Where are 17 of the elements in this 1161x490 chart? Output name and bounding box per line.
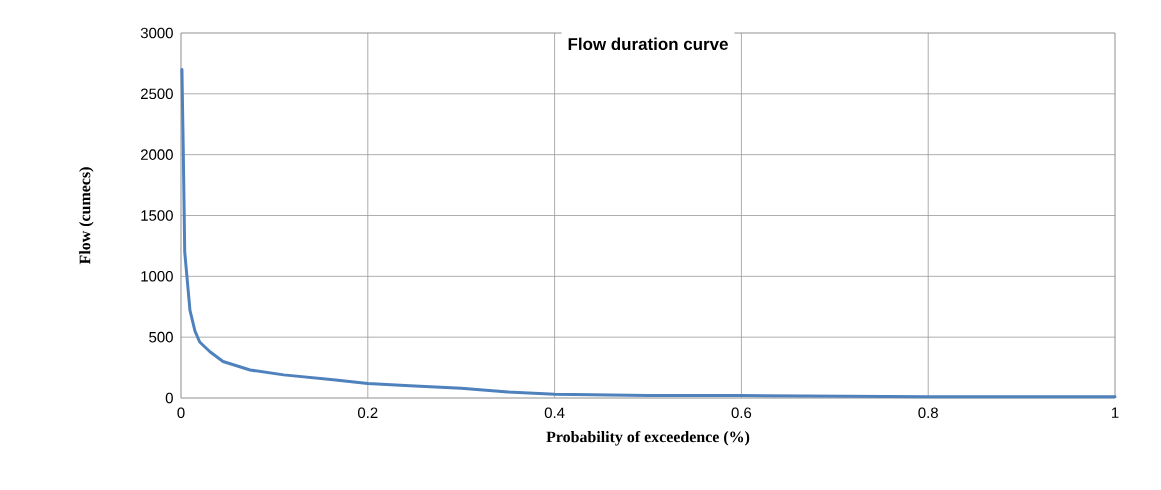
y-tick-label: 2500 (141, 88, 173, 100)
x-tick-label: 0.2 (357, 407, 378, 419)
x-axis-title: Probability of exceedence (%) (546, 430, 750, 446)
y-tick-label: 3000 (140, 27, 173, 39)
y-tick-label: 1500 (141, 210, 173, 221)
chart-title: Flow duration curve (568, 37, 728, 51)
y-axis-title: Flow (cumecs) (79, 167, 94, 265)
x-tick-label: 0 (177, 407, 185, 419)
y-tick-label: 0 (165, 392, 173, 404)
y-tick-label: 1000 (141, 271, 173, 282)
x-tick-label: 1 (1111, 407, 1119, 418)
x-tick-label: 0.4 (544, 407, 565, 419)
x-tick-label: 0.6 (731, 407, 752, 419)
line-series (180, 68, 1117, 399)
y-tick-label: 500 (149, 331, 173, 343)
x-tick-label: 0.8 (918, 407, 938, 419)
y-tick-label: 2000 (141, 149, 173, 160)
